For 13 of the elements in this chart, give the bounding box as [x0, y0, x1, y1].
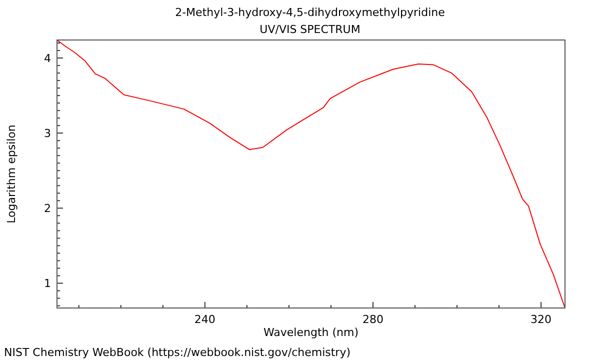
chart-title: 2-Methyl-3-hydroxy-4,5-dihydroxymethylpyridine: [175, 6, 446, 19]
y-tick-label: 2: [44, 202, 51, 216]
y-tick-label: 4: [44, 52, 51, 66]
x-tick-label: 320: [530, 313, 552, 326]
y-axis-title: Logarithm epsilon: [5, 124, 18, 224]
x-tick-label: 280: [362, 313, 384, 326]
x-axis-title: Wavelength (nm): [263, 326, 359, 339]
y-tick-label: 3: [44, 127, 51, 140]
chart-subtitle: UV/VIS SPECTRUM: [260, 23, 360, 36]
text: NIST Chemistry WebBook (https://webbook.nist.gov/chemistry): [4, 346, 350, 359]
line-series: [56, 40, 566, 308]
x-tick-label: 240: [194, 313, 216, 326]
y-tick-label: 1: [44, 277, 51, 290]
